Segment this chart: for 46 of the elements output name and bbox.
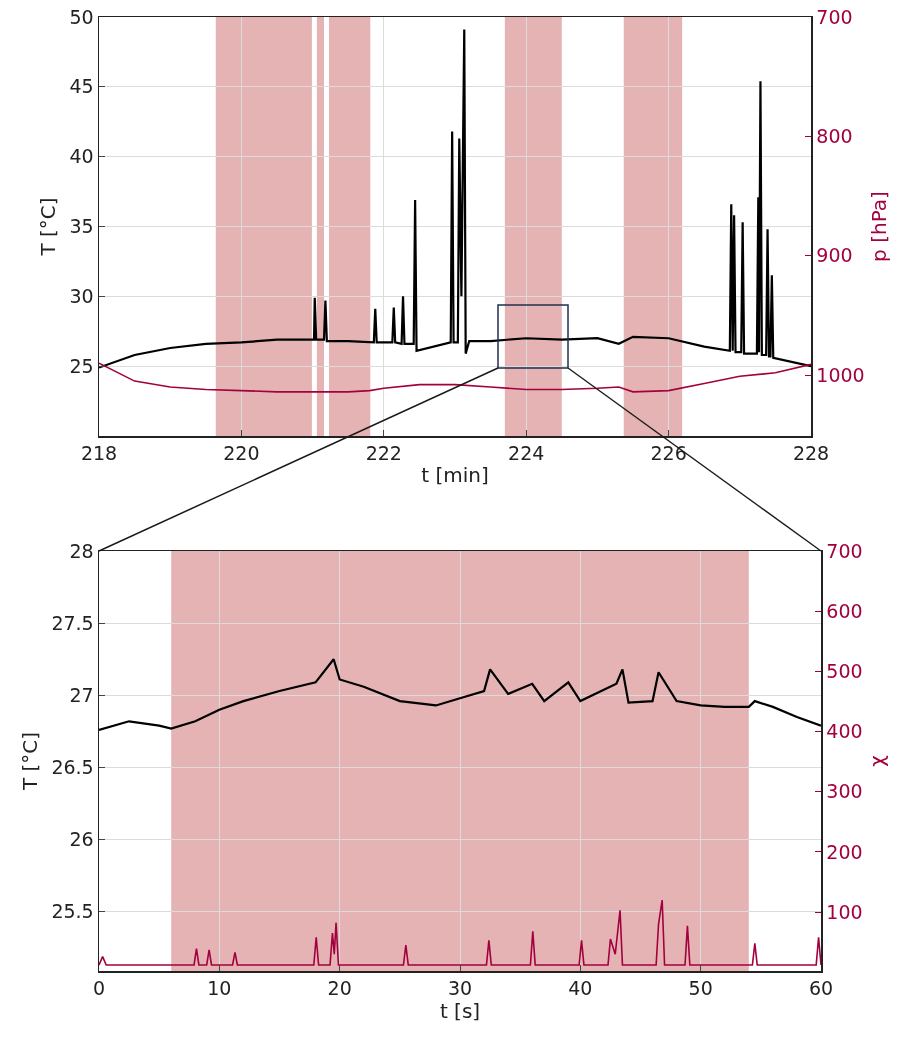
y-tick-label: 26	[69, 828, 94, 851]
x-tick-label: 222	[365, 442, 402, 465]
y2-tick-label: 700	[816, 5, 853, 28]
y-tick-label: 27.5	[51, 611, 94, 634]
y2-tick-label: 800	[816, 125, 853, 148]
y-axis-title: T [°C]	[36, 197, 61, 257]
y2-tick-label: 500	[826, 659, 863, 682]
y2-axis-title: χ	[864, 755, 889, 767]
x-tick-label: 226	[650, 442, 687, 465]
line-series	[99, 362, 811, 393]
y2-tick-label: 400	[826, 720, 863, 743]
y2-tick-label: 200	[826, 840, 863, 863]
x-tick-label: 50	[688, 977, 713, 1000]
x-tick-label: 30	[447, 977, 473, 1000]
y-axis-title: T [°C]	[18, 731, 43, 792]
x-tick-label: 40	[568, 977, 593, 1000]
x-tick-label: 20	[327, 977, 352, 1000]
y-tick-label: 30	[69, 284, 94, 307]
y-tick-label: 28	[69, 539, 94, 562]
y2-tick-label: 1000	[816, 363, 865, 386]
y-tick-label: 45	[69, 75, 94, 98]
y-tick-label: 35	[69, 215, 94, 238]
y2-tick-label: 700	[826, 539, 863, 562]
y-tick-label: 25.5	[51, 900, 94, 923]
x-tick-label: 10	[207, 977, 232, 1000]
y-tick-label: 25	[69, 354, 94, 377]
y2-tick-label: 300	[826, 780, 863, 803]
line-series	[99, 658, 821, 732]
x-tick-label: 0	[92, 977, 106, 1000]
x-tick-label: 228	[792, 442, 830, 465]
x-tick-label: 218	[80, 442, 118, 465]
y2-tick-label: 600	[826, 599, 863, 622]
y2-tick-label: 900	[816, 244, 853, 267]
line-series	[99, 28, 811, 369]
x-tick-label: 60	[808, 977, 834, 1000]
y-tick-label: 40	[69, 145, 94, 168]
x-axis-title: t [min]	[421, 462, 489, 487]
x-tick-label: 224	[508, 442, 545, 465]
x-axis-title: t [s]	[439, 999, 481, 1024]
y2-axis-title: p [hPa]	[866, 191, 891, 262]
x-tick-label: 220	[223, 442, 260, 465]
y2-tick-label: 100	[826, 900, 863, 923]
y-tick-label: 50	[69, 5, 94, 28]
y-tick-label: 27	[69, 683, 94, 706]
y-tick-label: 26.5	[51, 756, 94, 779]
line-series	[99, 899, 821, 966]
